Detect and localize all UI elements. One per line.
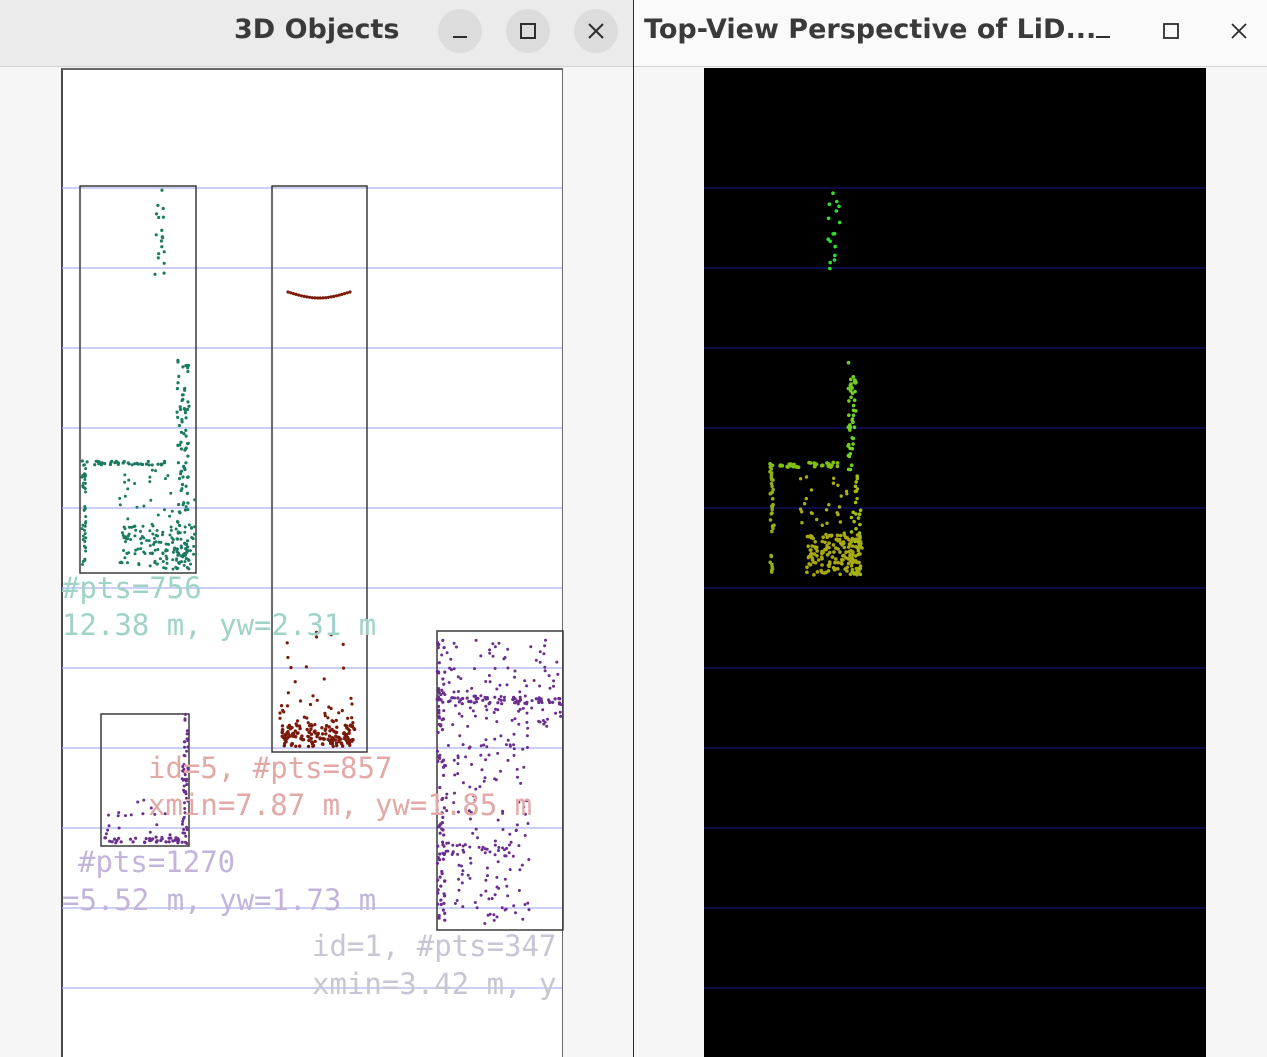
minimize-icon (1096, 36, 1110, 38)
titlebar[interactable]: Top-View Perspective of LiD... (634, 0, 1267, 67)
maximize-icon (1163, 23, 1179, 39)
maximize-button[interactable] (1149, 9, 1193, 53)
label-id1-line2: xmin=3.42 m, y (312, 967, 556, 1001)
point-clusters (80, 188, 563, 925)
objects-canvas (61, 68, 563, 1057)
window-title: Top-View Perspective of LiD... (644, 14, 1097, 45)
object-labels: #pts=756 12.38 m, yw=2.31 m id=5, #pts=8… (62, 571, 556, 1001)
label-id1-line1: id=1, #pts=347 (312, 929, 556, 963)
label-brown-line1: id=5, #pts=857 (148, 751, 392, 785)
label-purple-line2: =5.52 m, yw=1.73 m (62, 883, 376, 917)
minimize-icon (453, 36, 467, 38)
close-button[interactable] (574, 9, 618, 53)
objects-plot: #pts=756 12.38 m, yw=2.31 m id=5, #pts=8… (62, 185, 564, 1001)
bbox-purple-large (436, 630, 564, 931)
grid-lines (62, 187, 562, 989)
window-title: 3D Objects (234, 14, 400, 45)
label-teal-line2: 12.38 m, yw=2.31 m (62, 608, 376, 642)
bbox-teal (79, 185, 197, 574)
maximize-button[interactable] (506, 9, 550, 53)
window-top-view: Top-View Perspective of LiD... (634, 0, 1267, 1057)
titlebar[interactable]: 3D Objects (0, 0, 633, 67)
label-teal-line1: #pts=756 (62, 571, 202, 605)
close-icon (588, 23, 604, 39)
bbox-brown (271, 185, 368, 753)
minimize-button[interactable] (1081, 9, 1125, 53)
maximize-icon (520, 23, 536, 39)
topview-canvas (704, 68, 1206, 1057)
grid-lines (704, 187, 1206, 989)
window-3d-objects: 3D Objects #pts=756 12.38 m, yw=2.31 m i… (0, 0, 633, 1057)
bbox-purple-small (100, 713, 190, 847)
close-button[interactable] (1217, 9, 1261, 53)
label-brown-line2: xmin=7.87 m, yw=1.85 m (148, 788, 532, 822)
label-purple-line1: #pts=1270 (78, 845, 235, 879)
point-cloud (768, 191, 864, 577)
topview-plot (704, 187, 1206, 989)
minimize-button[interactable] (438, 9, 482, 53)
close-icon (1231, 23, 1247, 39)
